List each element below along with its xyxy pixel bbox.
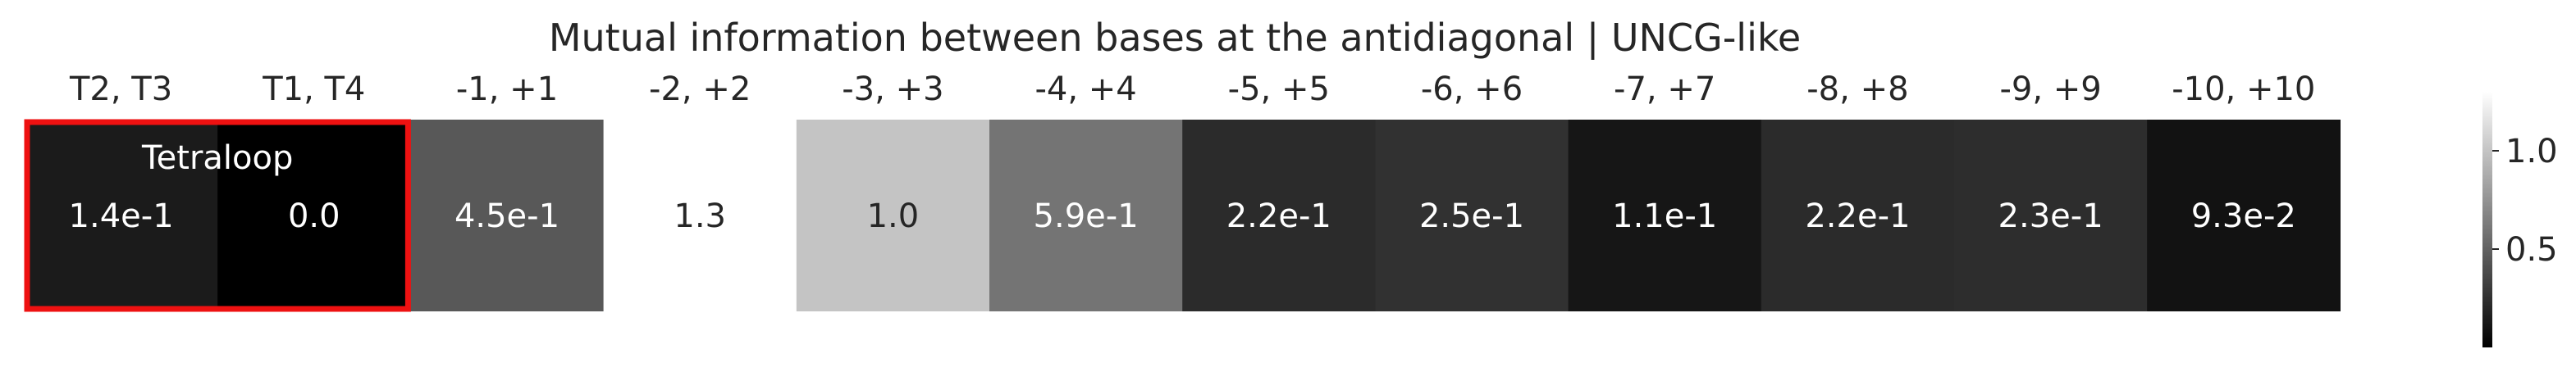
heatmap-cell (796, 120, 990, 311)
tetraloop-box (24, 119, 411, 312)
x-tick-label: -1, +1 (456, 70, 558, 108)
heatmap-cell (410, 120, 605, 311)
heatmap-cell (1182, 120, 1376, 311)
colorbar-gradient (2482, 92, 2492, 347)
cell-value-label: 2.3e-1 (1998, 197, 2103, 235)
heatmap-cells (25, 120, 2341, 311)
cell-value-label: 5.9e-1 (1034, 197, 1139, 235)
x-tick-labels: T2, T3 T1, T4 -1, +1 -2, +2 -3, +3 -4, +4 -5, … (69, 70, 2315, 108)
cell-value-label: 2.2e-1 (1805, 197, 1910, 235)
heatmap-cell (1761, 120, 1955, 311)
cell-value-label: 9.3e-2 (2191, 197, 2296, 235)
colorbar-tick-label: 0.5 (2505, 231, 2558, 269)
x-tick-label: -5, +5 (1228, 70, 1330, 108)
cell-value-label: 1.1e-1 (1612, 197, 1717, 235)
x-tick-label: -2, +2 (649, 70, 751, 108)
cell-value-label: 1.3 (674, 197, 726, 235)
colorbar: 1.0 0.5 (2482, 92, 2558, 347)
heatmap-cell (603, 120, 797, 311)
heatmap-cell (1375, 120, 1569, 311)
x-tick-label: -8, +8 (1806, 70, 1908, 108)
heatmap-cell (1568, 120, 1762, 311)
heatmap-cell (1954, 120, 2148, 311)
tetraloop-annotation: Tetraloop (24, 119, 411, 312)
x-tick-label: -3, +3 (842, 70, 943, 108)
cell-value-label: 1.4e-1 (69, 197, 174, 235)
x-tick-label: -10, +10 (2172, 70, 2315, 108)
heatmap-cell (25, 120, 218, 311)
tetraloop-label: Tetraloop (141, 139, 293, 177)
cell-value-label: 1.0 (867, 197, 920, 235)
cell-value-label: 2.2e-1 (1226, 197, 1331, 235)
cell-value-label: 2.5e-1 (1419, 197, 1524, 235)
heatmap-cell (2147, 120, 2341, 311)
cell-value-label: 0.0 (288, 197, 340, 235)
x-tick-label: -4, +4 (1035, 70, 1136, 108)
chart-title: Mutual information between bases at the … (549, 16, 1801, 61)
x-tick-label: -9, +9 (1999, 70, 2101, 108)
cell-value-label: 4.5e-1 (454, 197, 560, 235)
heatmap-cell (989, 120, 1183, 311)
colorbar-tick-label: 1.0 (2505, 133, 2558, 170)
heatmap-cell (217, 120, 411, 311)
x-tick-label: T1, T4 (262, 70, 365, 108)
x-tick-label: T2, T3 (69, 70, 172, 108)
value-labels: 1.4e-1 0.0 4.5e-1 1.3 1.0 5.9e-1 2.2e-1 2.5e-1 1… (69, 197, 2296, 235)
x-tick-label: -6, +6 (1421, 70, 1523, 108)
x-tick-label: -7, +7 (1614, 70, 1715, 108)
